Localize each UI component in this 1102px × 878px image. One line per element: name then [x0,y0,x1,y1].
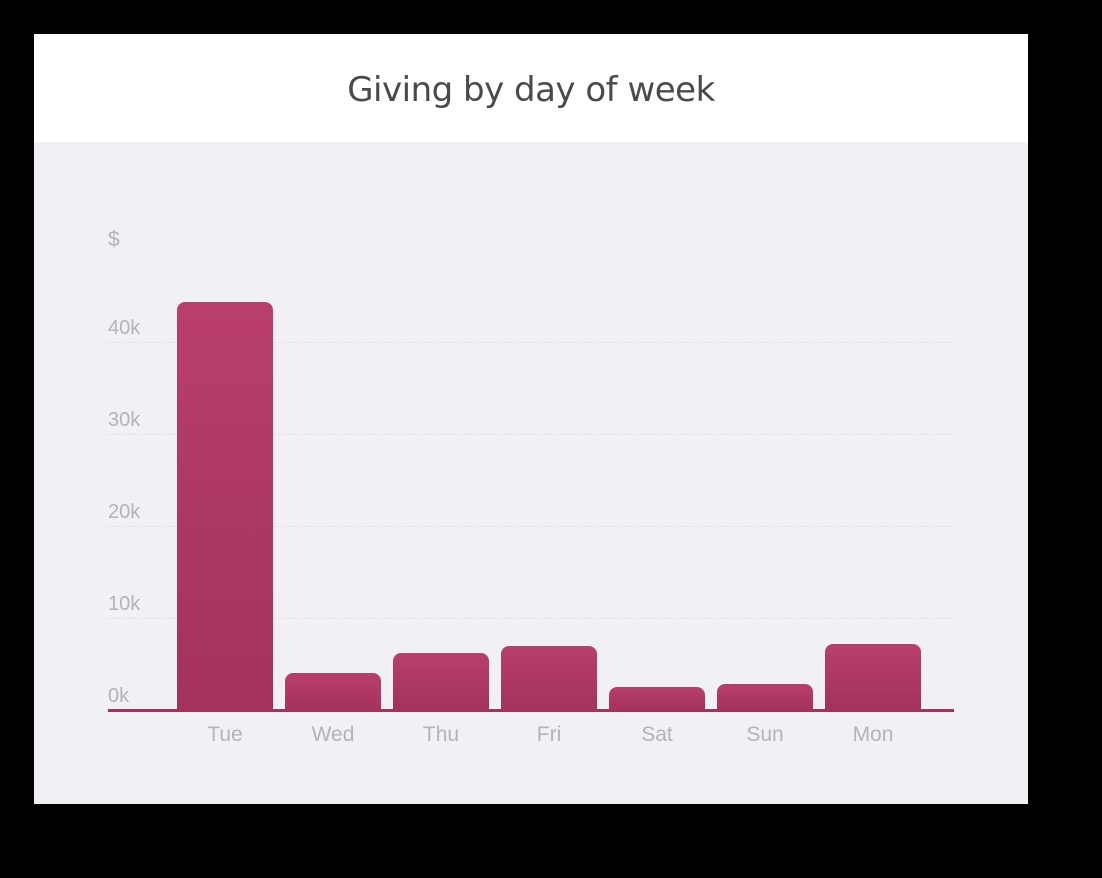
y-tick-label: 30k [108,409,141,431]
gridline [108,434,953,435]
y-tick-label: 10k [108,593,141,615]
y-tick-label: 40k [108,317,141,339]
y-axis-unit-label: $ [108,228,120,251]
x-tick-label: Thu [422,723,460,746]
x-tick-label: Sat [641,723,673,746]
x-tick-label: Sun [746,723,784,746]
bar-tue[interactable] [177,302,273,710]
x-tick-label: Fri [536,723,562,746]
bar-thu[interactable] [393,652,489,710]
x-tick-label: Mon [852,723,894,746]
x-axis-baseline [108,709,954,712]
y-tick-label: 20k [108,501,141,523]
bar-sat[interactable] [609,687,705,710]
chart-title: Giving by day of week [347,70,715,110]
y-tick-label: 0k [108,685,130,707]
gridline [108,618,953,619]
chart-card: Giving by day of week $ 0k 10k 20k 30k 40k Tu… [34,34,1028,804]
x-tick-label: Tue [207,723,243,746]
bar-wed[interactable] [285,673,381,710]
bar-fri[interactable] [501,645,597,710]
chart-header: Giving by day of week [34,34,1028,142]
x-tick-label: Wed [311,723,355,746]
bar-mon[interactable] [825,643,921,710]
gridline [108,342,953,343]
bar-sun[interactable] [717,684,813,710]
gridline [108,526,953,527]
plot-area: $ 0k 10k 20k 30k 40k Tue Wed Thu Fri Sat Sun Mon [34,34,1028,804]
